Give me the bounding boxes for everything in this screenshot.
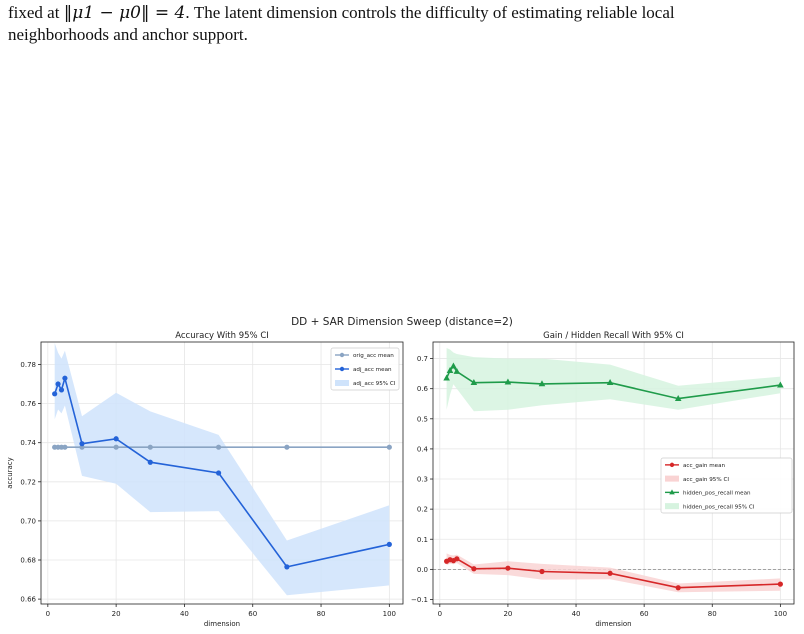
x-tick-label: 100 bbox=[774, 610, 787, 618]
legend-label: hidden_pos_recall mean bbox=[683, 491, 751, 497]
ci-band bbox=[54, 343, 390, 596]
axes-title: Accuracy With 95% CI bbox=[175, 331, 269, 341]
y-tick-label: 0.70 bbox=[20, 517, 36, 525]
data-point bbox=[147, 459, 153, 465]
y-tick-label: 0.74 bbox=[20, 439, 36, 447]
data-point bbox=[113, 444, 119, 450]
data-point bbox=[606, 379, 614, 386]
y-tick-label: 0.0 bbox=[417, 566, 428, 574]
axes-frame bbox=[432, 341, 795, 605]
x-tick-label: 80 bbox=[317, 610, 326, 618]
data-point bbox=[215, 444, 222, 450]
legend-swatch-patch bbox=[665, 503, 679, 510]
paper-line1-suffix: . The latent dimension controls the diff… bbox=[185, 3, 675, 22]
y-tick-label: 0.2 bbox=[417, 506, 428, 514]
data-point bbox=[79, 441, 85, 447]
x-tick-label: 0 bbox=[46, 610, 50, 618]
y-tick-label: 0.7 bbox=[417, 355, 428, 363]
x-tick-label: 60 bbox=[640, 610, 649, 618]
data-point bbox=[607, 570, 613, 576]
series-line bbox=[53, 375, 390, 568]
data-point bbox=[58, 387, 65, 393]
data-point bbox=[62, 375, 68, 381]
data-point bbox=[453, 367, 461, 374]
data-point bbox=[777, 581, 783, 587]
legend-swatch-marker bbox=[339, 366, 345, 372]
data-point bbox=[147, 444, 153, 450]
x-tick-label: 80 bbox=[708, 610, 717, 618]
legend-swatch-marker bbox=[339, 352, 345, 358]
data-point bbox=[62, 444, 68, 450]
y-tick-label: 0.6 bbox=[417, 385, 429, 393]
data-point bbox=[504, 378, 512, 385]
data-point bbox=[471, 566, 477, 572]
data-point bbox=[777, 381, 784, 388]
y-tick-label: 0.4 bbox=[417, 445, 429, 453]
y-axis-label: accuracy bbox=[6, 457, 14, 489]
legend-label: orig_acc mean bbox=[353, 353, 394, 359]
paper-line1-math: ‖μ1 − μ0‖ = 4 bbox=[63, 3, 186, 23]
accuracy-panel: 0 20 40 60 80 100 0.66 0.68 0.70 0.72 0.74 0.76 0.78… bbox=[6, 331, 404, 628]
paper-text-block: fixed at ‖μ1 − μ0‖ = 4. The latent dimen… bbox=[8, 2, 796, 45]
ci-band bbox=[446, 553, 781, 593]
legend-swatch-patch bbox=[665, 475, 679, 482]
data-point bbox=[538, 380, 546, 387]
data-point bbox=[386, 444, 392, 450]
y-tick-label: −0.1 bbox=[411, 596, 428, 604]
y-tick-label: 0.66 bbox=[20, 596, 36, 604]
data-point bbox=[52, 391, 58, 397]
y-tick-label: 0.68 bbox=[20, 557, 36, 565]
paper-line1-prefix: fixed at bbox=[8, 3, 64, 22]
axes-title: Gain / Hidden Recall With 95% CI bbox=[543, 331, 684, 341]
data-point bbox=[675, 585, 681, 591]
data-point bbox=[386, 541, 392, 547]
data-point bbox=[284, 564, 290, 570]
data-point bbox=[215, 470, 222, 476]
legend-swatch-patch bbox=[335, 380, 349, 386]
y-tick-label: 0.1 bbox=[417, 536, 428, 544]
x-tick-label: 40 bbox=[180, 610, 189, 618]
data-point bbox=[470, 379, 478, 386]
x-tick-label: 0 bbox=[438, 610, 442, 618]
x-axis-label: dimension bbox=[204, 620, 240, 628]
y-tick-label: 0.5 bbox=[417, 415, 428, 423]
data-point bbox=[505, 565, 511, 571]
legend-label: adj_acc 95% CI bbox=[353, 381, 396, 387]
x-axis-label: dimension bbox=[595, 620, 631, 628]
y-tick-label: 0.3 bbox=[417, 476, 428, 484]
legend-box bbox=[660, 457, 793, 514]
x-tick-label: 40 bbox=[572, 610, 581, 618]
figure-suptitle: DD + SAR Dimension Sweep (distance=2) bbox=[291, 316, 513, 328]
x-tick-label: 100 bbox=[383, 610, 396, 618]
data-point bbox=[450, 362, 457, 369]
y-tick-label: 0.76 bbox=[20, 400, 36, 408]
data-point bbox=[113, 436, 119, 442]
x-tick-label: 20 bbox=[112, 610, 121, 618]
x-tick-label: 20 bbox=[503, 610, 512, 618]
data-point bbox=[539, 568, 545, 575]
data-point bbox=[284, 444, 290, 450]
legend-box bbox=[330, 347, 400, 391]
x-tick-label: 60 bbox=[248, 610, 257, 618]
data-point bbox=[443, 374, 450, 381]
legend-label: acc_gain 95% CI bbox=[683, 477, 729, 483]
axes-frame bbox=[40, 341, 404, 605]
data-point bbox=[55, 381, 61, 387]
paper-text-line-1: fixed at ‖μ1 − μ0‖ = 4. The latent dimen… bbox=[8, 2, 796, 24]
data-point bbox=[674, 395, 682, 402]
paper-text-line-2: neighborhoods and anchor support. bbox=[8, 25, 248, 44]
data-point bbox=[454, 556, 460, 562]
legend-swatch-marker bbox=[669, 462, 675, 468]
data-point bbox=[446, 367, 454, 374]
legend-label: adj_acc mean bbox=[353, 367, 392, 373]
y-tick-label: 0.72 bbox=[20, 478, 36, 486]
gain-recall-panel: 0 20 40 60 80 100 −0.1 0.0 0.1 0.2 0.3 0.4 0.5 0.6 0.7… bbox=[411, 331, 795, 628]
legend-label: hidden_pos_recall 95% CI bbox=[683, 504, 755, 510]
ci-band bbox=[446, 348, 781, 412]
legend-swatch-marker bbox=[669, 489, 675, 495]
legend-label: acc_gain mean bbox=[683, 463, 726, 469]
y-tick-label: 0.78 bbox=[20, 361, 36, 369]
